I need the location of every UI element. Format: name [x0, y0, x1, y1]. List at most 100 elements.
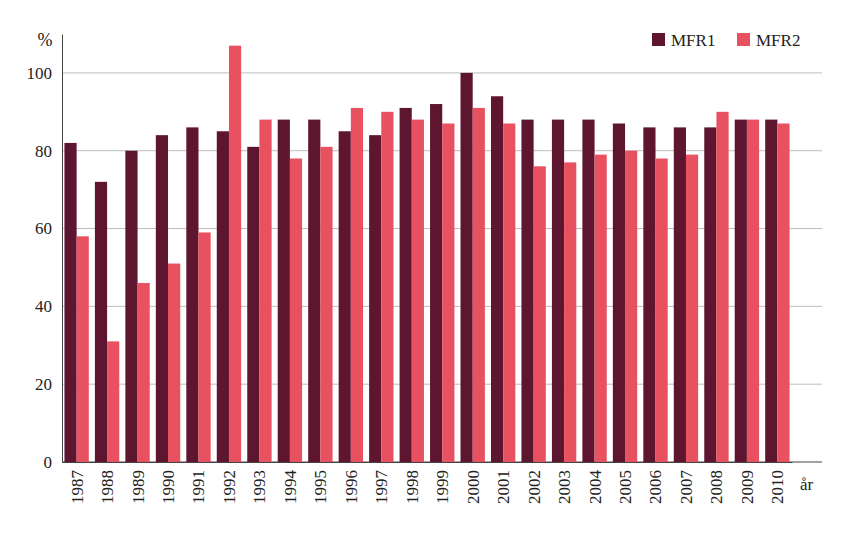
bar	[473, 108, 485, 462]
bar	[491, 96, 503, 462]
y-tick-label: 20	[35, 375, 52, 394]
bar	[613, 123, 625, 462]
legend-swatch	[652, 33, 665, 46]
y-axis: 0 20 40 60 80 100	[27, 35, 63, 472]
bar	[339, 131, 351, 462]
legend-swatch	[737, 33, 750, 46]
x-tick-label: 2002	[525, 470, 544, 504]
x-tick: 1989	[129, 462, 148, 504]
bar	[308, 120, 320, 462]
x-tick: 2006	[646, 462, 665, 504]
bar	[138, 283, 150, 462]
x-tick-label: 1993	[250, 470, 269, 504]
y-axis-title: %	[38, 30, 53, 50]
bar	[582, 120, 594, 462]
bar	[369, 135, 381, 462]
x-tick: 1996	[342, 462, 361, 504]
x-tick: 2003	[555, 462, 574, 504]
bar	[503, 123, 515, 462]
bar	[564, 162, 576, 462]
x-tick: 2000	[464, 462, 483, 504]
x-tick: 2009	[738, 462, 757, 504]
x-tick-label: 1991	[189, 470, 208, 504]
y-tick-label: 60	[35, 219, 52, 238]
y-tick: 0	[44, 453, 63, 472]
bar	[625, 151, 637, 462]
bar	[156, 135, 168, 462]
x-axis-title: år	[800, 475, 814, 494]
x-tick-label: 1995	[311, 470, 330, 504]
bar	[777, 123, 789, 462]
y-tick: 100	[27, 64, 63, 83]
bar	[674, 127, 686, 462]
bar	[64, 143, 76, 462]
bar	[735, 120, 747, 462]
x-tick: 2008	[707, 462, 726, 504]
x-tick-label: 2009	[738, 470, 757, 504]
x-tick: 1997	[372, 462, 391, 504]
bar	[186, 127, 198, 462]
x-tick: 1991	[189, 462, 208, 504]
x-tick: 2007	[677, 462, 696, 504]
bar	[521, 120, 533, 462]
x-tick-label: 1992	[220, 470, 239, 504]
x-tick: 1993	[250, 462, 269, 504]
x-tick: 2010	[768, 462, 787, 504]
legend-label: MFR2	[756, 31, 800, 50]
x-tick: 2004	[586, 462, 605, 504]
x-axis: 1987198819891990199119921993199419951996…	[63, 462, 793, 504]
chart: 0204060801001987198819891990199119921993…	[0, 0, 845, 542]
x-tick-label: 1989	[129, 470, 148, 504]
bar	[168, 264, 180, 462]
y-tick-label: 80	[35, 142, 52, 161]
x-tick: 2001	[494, 462, 513, 504]
x-tick-label: 1996	[342, 470, 361, 504]
bar	[552, 120, 564, 462]
grid-line	[62, 72, 822, 73]
x-tick: 1992	[220, 462, 239, 504]
x-tick: 1994	[281, 462, 300, 504]
bar	[400, 108, 412, 462]
y-tick: 80	[35, 142, 62, 161]
y-tick-label: 40	[35, 297, 52, 316]
x-tick-label: 2006	[646, 470, 665, 504]
bar	[125, 151, 137, 462]
bar	[747, 120, 759, 462]
x-tick-label: 2001	[494, 470, 513, 504]
bar	[704, 127, 716, 462]
x-tick-label: 1999	[433, 470, 452, 504]
bar	[765, 120, 777, 462]
y-tick: 40	[35, 297, 62, 316]
bar	[95, 182, 107, 462]
y-tick: 60	[35, 219, 62, 238]
x-tick: 1987	[68, 462, 87, 504]
x-tick-label: 1998	[403, 470, 422, 504]
bar	[686, 155, 698, 462]
x-tick-label: 2010	[768, 470, 787, 504]
x-tick-label: 2008	[707, 470, 726, 504]
x-axis-line	[63, 462, 793, 463]
x-tick: 2002	[525, 462, 544, 504]
bar	[716, 112, 728, 462]
grid	[62, 73, 822, 462]
x-tick: 1995	[311, 462, 330, 504]
x-tick-label: 2004	[586, 470, 605, 505]
bar	[461, 73, 473, 462]
bar	[320, 147, 332, 462]
bar	[217, 131, 229, 462]
legend: MFR1 MFR2	[652, 31, 800, 50]
bar	[247, 147, 259, 462]
x-tick-label: 1988	[98, 470, 117, 504]
bar	[442, 123, 454, 462]
legend-label: MFR1	[671, 31, 715, 50]
x-tick-label: 1994	[281, 470, 300, 505]
x-tick-label: 2000	[464, 470, 483, 504]
x-tick-label: 2005	[616, 470, 635, 504]
x-tick-label: 1997	[372, 470, 391, 505]
y-tick: 20	[35, 375, 62, 394]
bar	[259, 120, 271, 462]
y-tick-label: 100	[27, 64, 53, 83]
bar	[290, 159, 302, 462]
x-tick: 1998	[403, 462, 422, 504]
bar	[381, 112, 393, 462]
